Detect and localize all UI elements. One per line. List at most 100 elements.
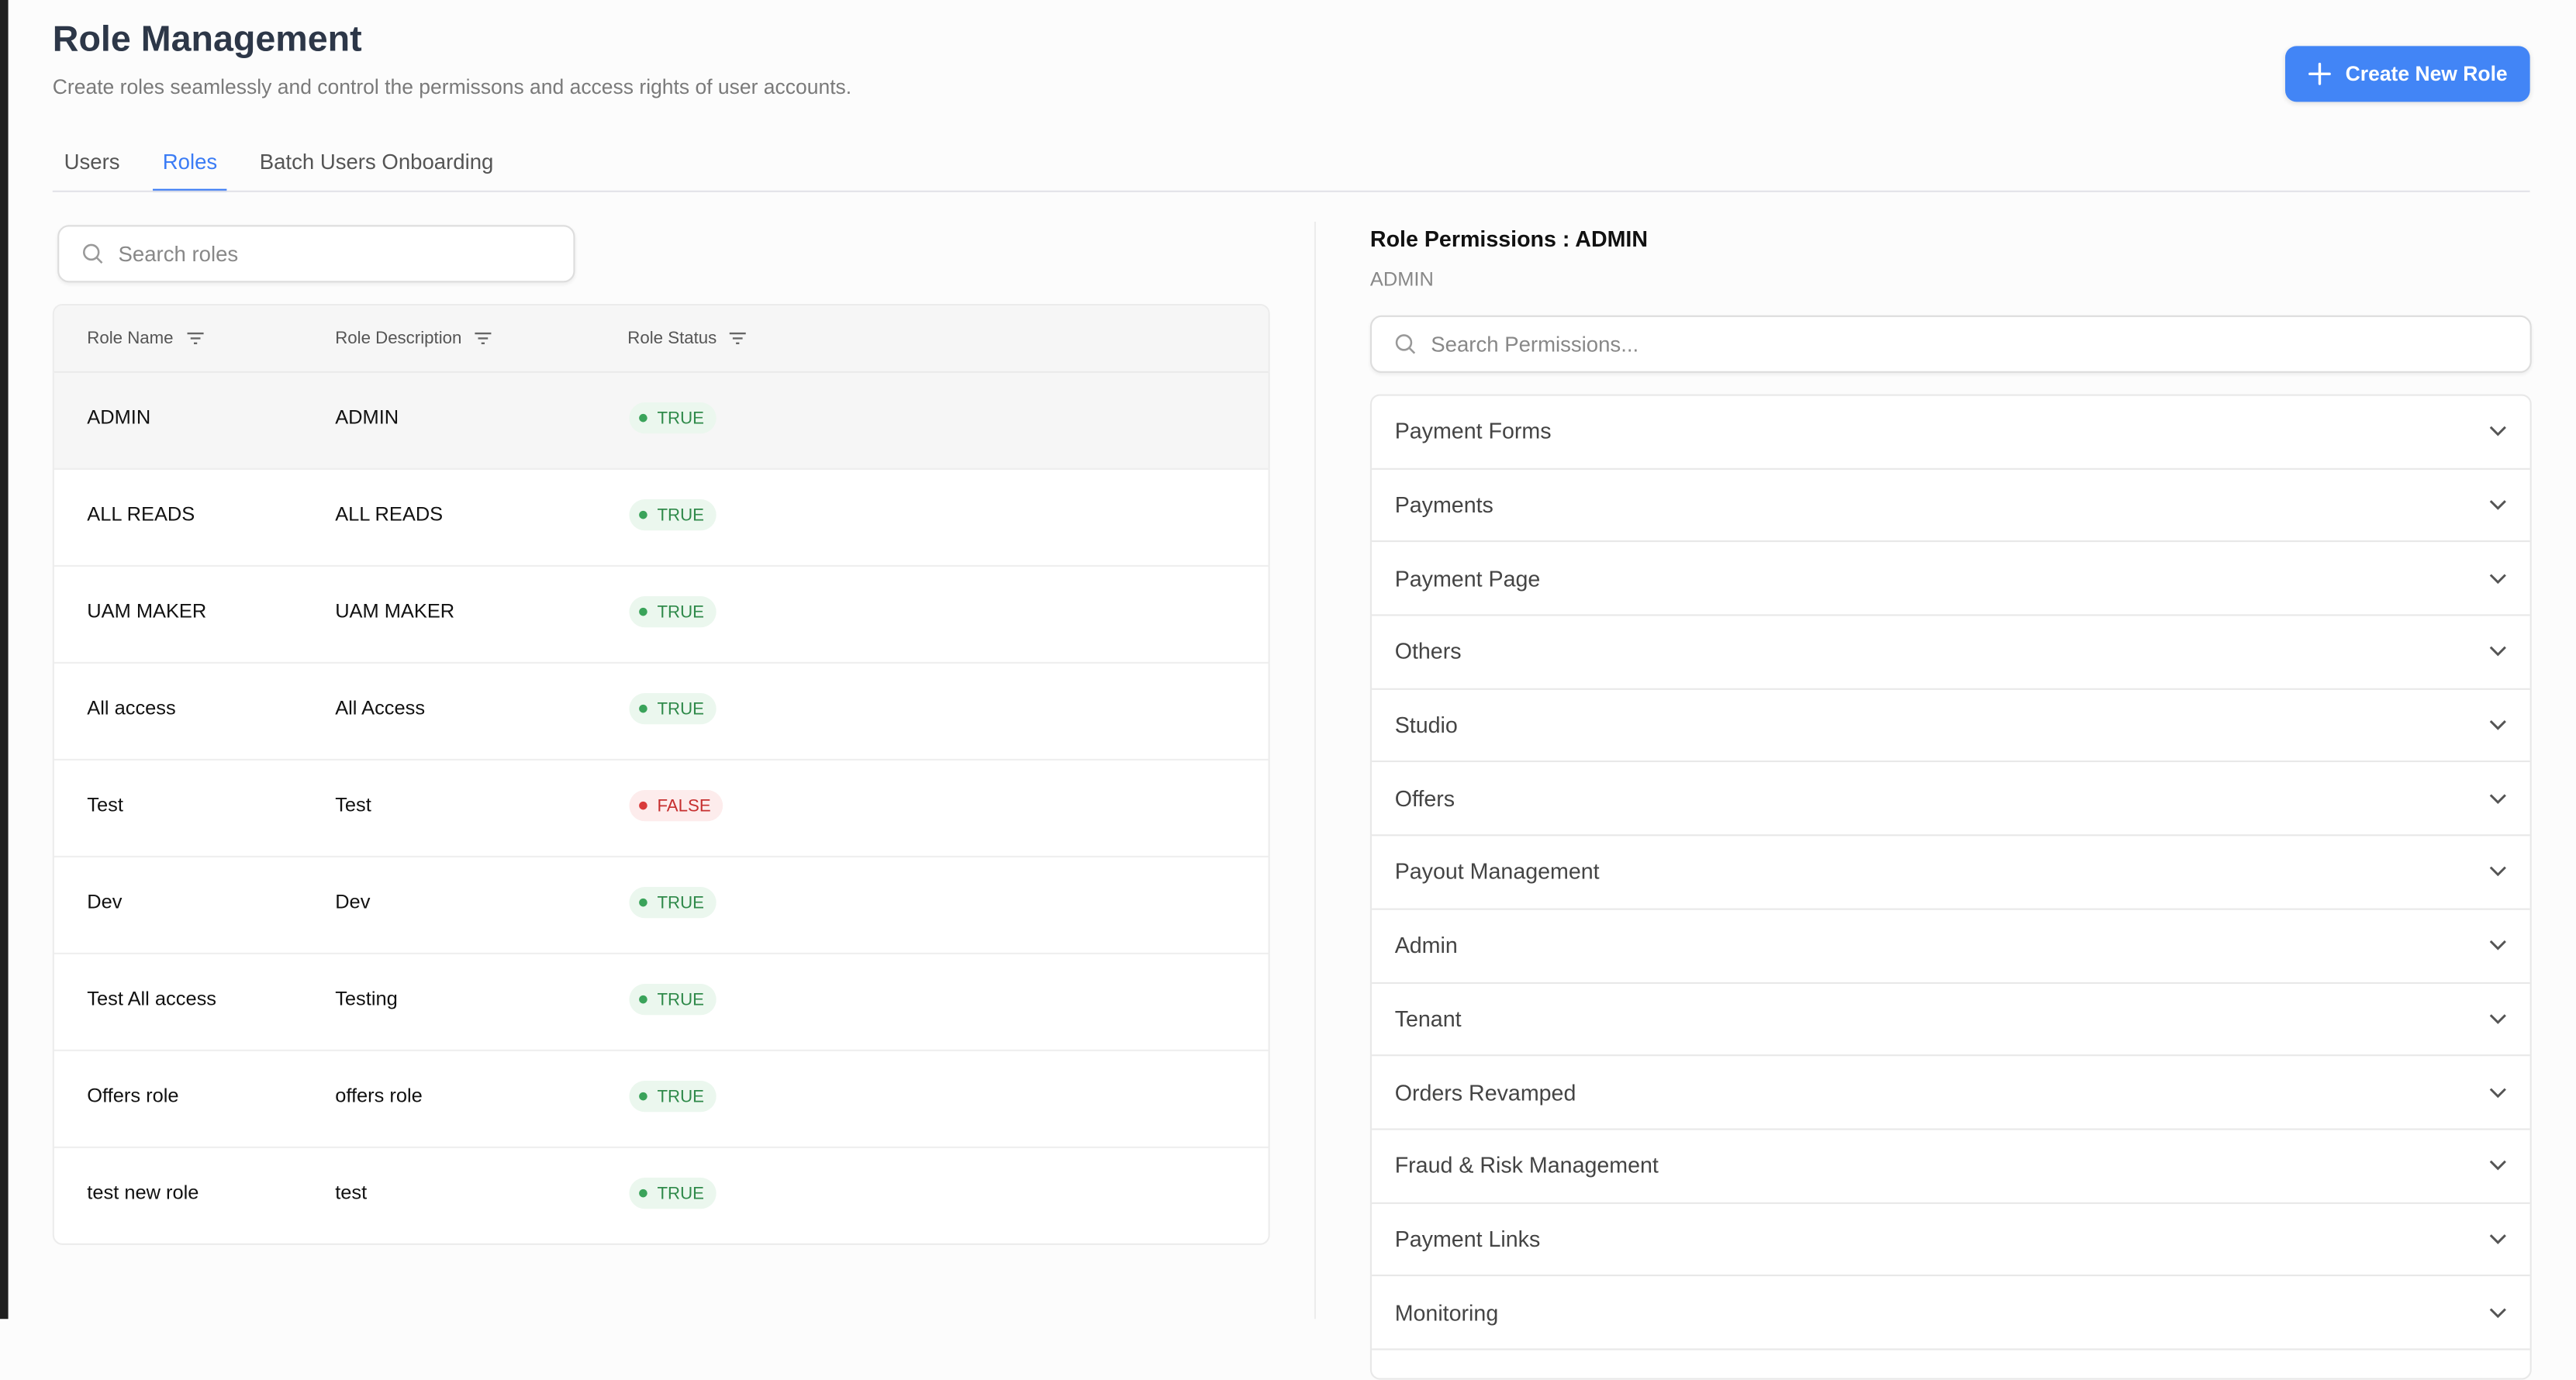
filter-icon[interactable] (475, 332, 492, 345)
chevron-down-icon[interactable] (2489, 940, 2507, 951)
role-name: Test (87, 793, 123, 816)
status-badge: TRUE (629, 499, 716, 531)
status-dot (639, 1189, 647, 1198)
permission-group-label: Others (1394, 639, 1462, 664)
permission-group-label: Offers (1394, 786, 1455, 812)
role-permissions-title: Role Permissions : ADMIN (1369, 226, 1649, 252)
permission-group[interactable]: Tenant (1372, 983, 2530, 1057)
status-dot (639, 1092, 647, 1101)
chevron-down-icon[interactable] (2489, 426, 2507, 437)
table-row[interactable]: test new role test TRUE (54, 1148, 1269, 1244)
chevron-down-icon[interactable] (2489, 719, 2507, 731)
role-description: Dev (335, 890, 371, 913)
panel-divider (1314, 222, 1316, 1320)
role-description: UAM MAKER (335, 599, 455, 623)
permission-group[interactable]: Offers (1372, 763, 2530, 837)
table-row[interactable]: ALL READS ALL READS TRUE (54, 470, 1269, 567)
create-new-role-button[interactable]: Create New Role (2284, 46, 2530, 102)
role-name: ALL READS (87, 502, 195, 526)
status-text: FALSE (657, 795, 711, 816)
table-row[interactable]: ADMIN ADMIN TRUE (54, 372, 1269, 470)
permission-group[interactable]: Others (1372, 616, 2530, 690)
permissions-accordion: Payment Forms Payments Payment Page Others S… (1369, 394, 2532, 1380)
status-dot (639, 510, 647, 519)
permission-group-label: Tenant (1394, 1006, 1462, 1032)
status-dot (639, 413, 647, 423)
role-description: All Access (335, 696, 426, 719)
status-text: TRUE (657, 699, 705, 719)
role-name: Dev (87, 890, 123, 913)
status-badge: TRUE (629, 984, 716, 1016)
permission-group[interactable]: Payment Links (1372, 1203, 2530, 1277)
search-roles-input[interactable]: Search roles (57, 225, 575, 283)
create-new-role-label: Create New Role (2345, 62, 2508, 86)
status-text: TRUE (657, 602, 705, 622)
permission-group[interactable]: Studio (1372, 689, 2530, 763)
permission-group-label: Payment Links (1394, 1226, 1541, 1252)
table-row[interactable]: All access All Access TRUE (54, 664, 1269, 761)
permission-group[interactable]: Payment Forms (1372, 396, 2530, 470)
permission-group[interactable]: Orders Revamped (1372, 1057, 2530, 1130)
role-name: Test All access (87, 987, 217, 1010)
permission-group[interactable]: Payout Management (1372, 837, 2530, 910)
search-icon (1395, 334, 1416, 354)
table-header: Role Name Role Description Role Status (54, 305, 1269, 373)
permission-group-label: Orders Revamped (1394, 1080, 1576, 1105)
column-role-description: Role Description (335, 328, 492, 349)
status-text: TRUE (657, 1183, 705, 1203)
table-row[interactable]: Test All access Testing TRUE (54, 954, 1269, 1051)
permission-group-label: Payment Page (1394, 566, 1541, 592)
permission-group-label: Monitoring (1394, 1300, 1499, 1325)
chevron-down-icon[interactable] (2489, 1233, 2507, 1245)
permission-group-label: Admin (1394, 933, 1458, 958)
tab-roles[interactable]: Roles (153, 150, 227, 192)
plus-icon (2308, 62, 2331, 85)
column-label: Role Name (87, 328, 174, 349)
filter-icon[interactable] (186, 332, 203, 345)
chevron-down-icon[interactable] (2489, 1087, 2507, 1099)
permission-group-label: Payments (1394, 492, 1493, 518)
search-permissions-input[interactable]: Search Permissions... (1369, 315, 2532, 373)
role-name: test new role (87, 1181, 199, 1204)
column-role-status: Role Status (627, 329, 747, 348)
chevron-down-icon[interactable] (2489, 573, 2507, 585)
table-row[interactable]: UAM MAKER UAM MAKER TRUE (54, 567, 1269, 664)
role-description: ADMIN (335, 405, 399, 429)
chevron-down-icon[interactable] (2489, 1307, 2507, 1319)
chevron-down-icon[interactable] (2489, 499, 2507, 511)
tabs-divider (52, 190, 2530, 192)
permission-group[interactable]: Payments (1372, 469, 2530, 543)
role-description: test (335, 1181, 368, 1204)
permission-group-label: Fraud & Risk Management (1394, 1153, 1659, 1178)
chevron-down-icon[interactable] (2489, 866, 2507, 878)
filter-icon[interactable] (730, 332, 747, 345)
role-name: Offers role (87, 1084, 179, 1107)
role-description: offers role (335, 1084, 423, 1107)
permission-group[interactable]: Admin (1372, 909, 2530, 983)
status-badge: TRUE (629, 1178, 716, 1209)
table-row[interactable]: Dev Dev TRUE (54, 857, 1269, 954)
status-dot (639, 704, 647, 713)
chevron-down-icon[interactable] (2489, 1013, 2507, 1025)
status-dot (639, 607, 647, 616)
status-text: TRUE (657, 989, 705, 1009)
permission-group[interactable]: Payment Page (1372, 543, 2530, 616)
table-row[interactable]: Offers role offers role TRUE (54, 1051, 1269, 1148)
status-badge: TRUE (629, 1081, 716, 1113)
column-label: Role Description (335, 328, 462, 349)
chevron-down-icon[interactable] (2489, 1160, 2507, 1171)
status-badge: TRUE (629, 596, 716, 628)
chevron-down-icon[interactable] (2489, 646, 2507, 657)
role-description: ALL READS (335, 502, 444, 526)
chevron-down-icon[interactable] (2489, 793, 2507, 805)
tab-batch-users-onboarding[interactable]: Batch Users Onboarding (259, 149, 494, 174)
tab-users[interactable]: Users (64, 149, 120, 174)
status-dot (639, 898, 647, 907)
permission-group[interactable]: Fraud & Risk Management (1372, 1130, 2530, 1204)
permission-group[interactable]: Monitoring (1372, 1277, 2530, 1351)
status-dot (639, 995, 647, 1004)
left-edge-bar (0, 0, 9, 1320)
table-row[interactable]: Test Test FALSE (54, 761, 1269, 857)
status-badge: TRUE (629, 402, 716, 434)
